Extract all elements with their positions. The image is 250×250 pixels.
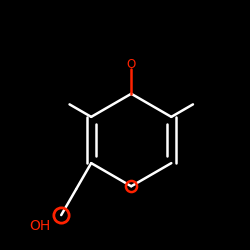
Text: OH: OH xyxy=(29,219,50,233)
Text: O: O xyxy=(127,58,136,71)
